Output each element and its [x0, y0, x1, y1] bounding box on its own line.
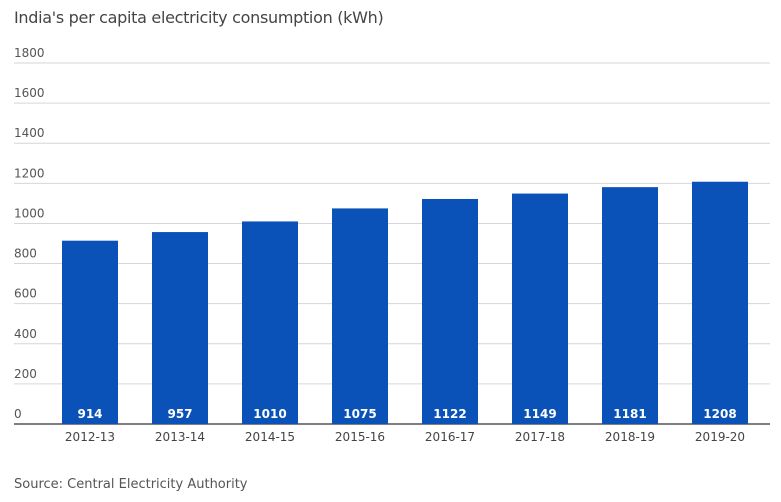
- x-tick-label: 2018-19: [605, 430, 655, 444]
- data-label: 1075: [343, 407, 376, 421]
- y-tick-label: 1600: [14, 86, 45, 100]
- y-tick-label: 1200: [14, 166, 45, 180]
- x-tick-label: 2014-15: [245, 430, 295, 444]
- y-tick-label: 0: [14, 407, 22, 421]
- y-tick-label: 600: [14, 287, 37, 301]
- x-tick-label: 2015-16: [335, 430, 385, 444]
- chart-title: India's per capita electricity consumpti…: [14, 8, 384, 27]
- y-tick-label: 200: [14, 367, 37, 381]
- y-tick-label: 1800: [14, 46, 45, 60]
- y-tick-label: 1400: [14, 126, 45, 140]
- source-note: Source: Central Electricity Authority: [14, 477, 248, 492]
- data-label: 914: [77, 407, 102, 421]
- bar-2016-17: [422, 198, 478, 424]
- data-label: 957: [167, 407, 192, 421]
- x-tick-label: 2016-17: [425, 430, 475, 444]
- bar-2014-15: [242, 221, 298, 424]
- data-label: 1122: [433, 407, 466, 421]
- bar-2015-16: [332, 208, 388, 424]
- bar-2013-14: [152, 232, 208, 424]
- y-tick-label: 400: [14, 327, 37, 341]
- bar-2019-20: [692, 181, 748, 424]
- bars: 914 957 1010 1075 1122 1149 1181 1208: [62, 181, 748, 424]
- data-label: 1149: [523, 407, 556, 421]
- data-label: 1208: [703, 407, 736, 421]
- x-tick-label: 2017-18: [515, 430, 565, 444]
- bar-2018-19: [602, 187, 658, 424]
- y-axis-labels: 0 200 400 600 800 1000 1200 1400 1600 1800: [14, 46, 45, 421]
- x-tick-label: 2019-20: [695, 430, 745, 444]
- x-tick-label: 2012-13: [65, 430, 115, 444]
- y-tick-label: 800: [14, 247, 37, 261]
- x-axis-labels: 2012-13 2013-14 2014-15 2015-16 2016-17 2017-…: [65, 430, 745, 444]
- y-tick-label: 1000: [14, 206, 45, 220]
- bar-2012-13: [62, 240, 118, 424]
- data-label: 1181: [613, 407, 646, 421]
- x-tick-label: 2013-14: [155, 430, 205, 444]
- bar-2017-18: [512, 193, 568, 424]
- data-label: 1010: [253, 407, 286, 421]
